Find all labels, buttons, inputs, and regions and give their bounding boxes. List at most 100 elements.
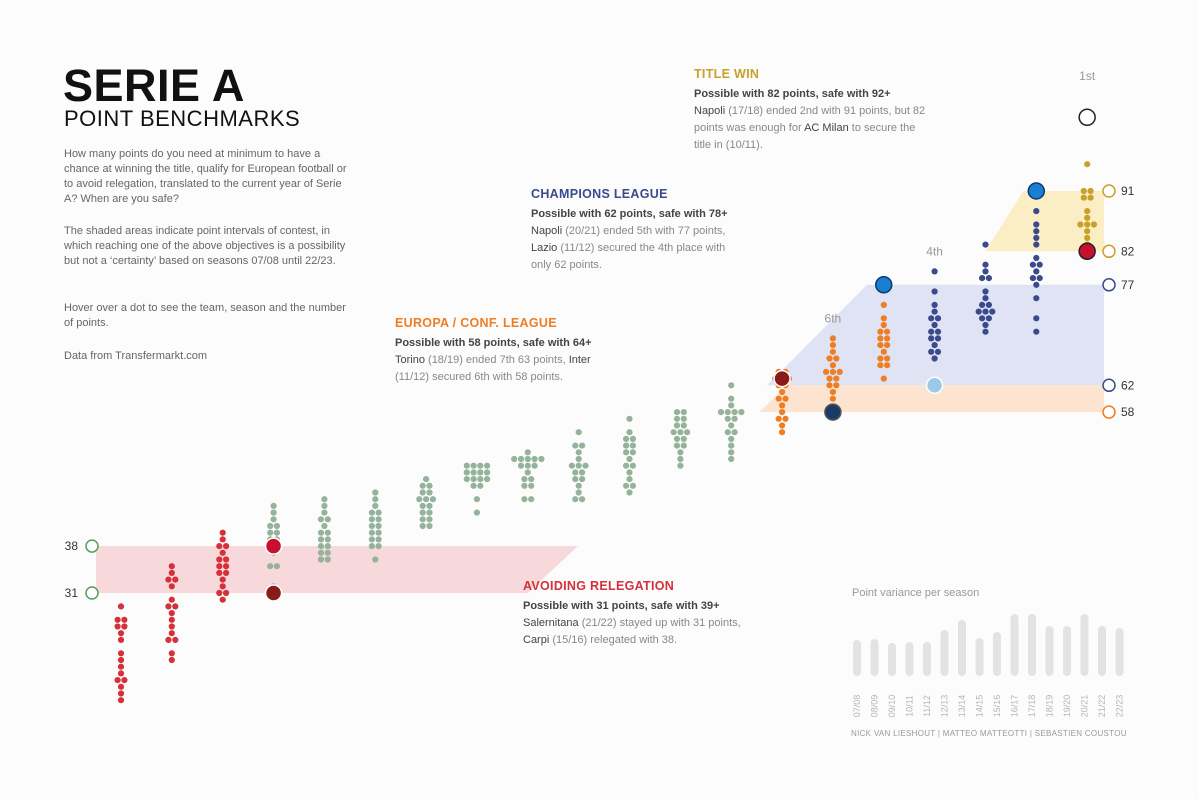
dot-pos17-pts40[interactable] xyxy=(267,529,274,536)
dot-pos17-pts42[interactable] xyxy=(270,516,277,523)
dot-pos18-pts36[interactable] xyxy=(223,556,230,563)
dot-pos16-pts39[interactable] xyxy=(317,536,325,543)
dot-pos9-pts53[interactable] xyxy=(673,442,681,449)
dot-pos3-pts72[interactable] xyxy=(979,315,986,322)
dot-pos5-pts70[interactable] xyxy=(884,328,891,335)
dot-pos8-pts55[interactable] xyxy=(724,429,731,436)
dot-pos13-pts50[interactable] xyxy=(477,462,484,469)
dot-pos14-pts45[interactable] xyxy=(416,496,423,503)
dot-pos13-pts50[interactable] xyxy=(470,462,477,469)
dot-pos4-pts70[interactable] xyxy=(928,328,935,335)
dot-pos8-pts54[interactable] xyxy=(728,435,735,442)
dot-pos18-pts34[interactable] xyxy=(223,569,230,577)
dot-pos8-pts57[interactable] xyxy=(731,415,738,422)
dot-pos16-pts40[interactable] xyxy=(317,529,325,536)
dot-pos10-pts47[interactable] xyxy=(629,482,637,489)
dot-pos1-pts85[interactable] xyxy=(1084,228,1091,235)
dot-pos8-pts51[interactable] xyxy=(728,455,735,463)
dot-pos9-pts58[interactable] xyxy=(680,409,687,416)
dot-pos15-pts43[interactable] xyxy=(368,509,375,516)
dot-pos5-pts67[interactable] xyxy=(880,348,887,355)
dot-pos4-pts74[interactable] xyxy=(931,301,938,308)
dot-pos13-pts43[interactable] xyxy=(473,509,480,516)
dot-pos3-pts80[interactable] xyxy=(982,261,989,268)
dot-pos14-pts45[interactable] xyxy=(429,496,436,503)
dot-pos6-pts69[interactable] xyxy=(829,335,837,342)
dot-pos17-pts44[interactable] xyxy=(270,502,277,509)
dot-pos2-pts77[interactable] xyxy=(1033,281,1040,288)
dot-pos13-pts48[interactable] xyxy=(477,476,484,483)
dot-pos6-pts63[interactable] xyxy=(826,375,833,382)
dot-pos14-pts43[interactable] xyxy=(419,509,426,516)
dot-pos11-pts55[interactable] xyxy=(575,429,582,436)
dot-pos14-pts44[interactable] xyxy=(426,502,433,509)
dot-pos19-pts29[interactable] xyxy=(165,603,172,610)
dot-pos6-pts61[interactable] xyxy=(829,388,837,396)
dot-pos2-pts83[interactable] xyxy=(1033,241,1040,248)
dot-pos8-pts52[interactable] xyxy=(728,449,735,456)
dot-pos13-pts47[interactable] xyxy=(477,482,484,489)
dot-pos12-pts45[interactable] xyxy=(528,496,535,503)
dot-pos7-pts60[interactable] xyxy=(782,395,789,402)
dot-pos10-pts51[interactable] xyxy=(626,455,633,463)
dot-pos12-pts48[interactable] xyxy=(528,476,535,483)
dot-pos19-pts32[interactable] xyxy=(168,583,175,590)
dot-pos11-pts50[interactable] xyxy=(568,462,576,469)
dot-pos8-pts55[interactable] xyxy=(731,429,738,436)
dot-pos19-pts34[interactable] xyxy=(168,569,175,577)
dot-pos6-pts65[interactable] xyxy=(829,362,837,369)
dot-pos19-pts29[interactable] xyxy=(172,603,179,610)
dot-pos7-pts58[interactable] xyxy=(779,409,786,416)
dot-pos14-pts47[interactable] xyxy=(426,482,433,489)
dot-pos15-pts42[interactable] xyxy=(375,516,382,523)
dot-pos3-pts78[interactable] xyxy=(985,275,993,282)
dot-pos10-pts55[interactable] xyxy=(626,429,633,436)
dot-pos17-pts41[interactable] xyxy=(267,522,274,530)
dot-pos15-pts44[interactable] xyxy=(372,502,379,509)
dot-pos14-pts46[interactable] xyxy=(426,489,433,496)
dot-pos1-pts86[interactable] xyxy=(1090,221,1098,228)
dot-pos17-pts35[interactable] xyxy=(273,563,280,570)
dot-pos16-pts36[interactable] xyxy=(324,556,331,563)
dot-pos18-pts32[interactable] xyxy=(219,583,226,590)
dot-pos14-pts41[interactable] xyxy=(419,522,426,530)
dot-pos8-pts60[interactable] xyxy=(728,395,735,402)
dot-pos18-pts35[interactable] xyxy=(223,563,230,570)
dot-pos20-pts15[interactable] xyxy=(117,697,125,704)
dot-pos15-pts41[interactable] xyxy=(368,522,375,530)
dot-pos20-pts18[interactable] xyxy=(114,677,121,684)
dot-pos1-pts88[interactable] xyxy=(1084,208,1091,215)
dot-pos20-pts26[interactable] xyxy=(114,623,121,630)
dot-pos11-pts51[interactable] xyxy=(575,455,582,463)
dot-pos9-pts56[interactable] xyxy=(680,422,687,429)
dot-pos7-pts57[interactable] xyxy=(775,415,782,422)
dot-pos3-pts74[interactable] xyxy=(979,301,986,308)
dot-pos2-pts79[interactable] xyxy=(1033,268,1040,275)
dot-pos19-pts33[interactable] xyxy=(165,576,172,583)
dot-pos14-pts42[interactable] xyxy=(419,516,426,523)
dot-pos20-pts29[interactable] xyxy=(117,603,125,610)
dot-pos9-pts53[interactable] xyxy=(680,442,687,449)
dot-pos1-pts91[interactable] xyxy=(1087,187,1094,195)
dot-pos9-pts58[interactable] xyxy=(673,409,681,416)
dot-pos8-pts57[interactable] xyxy=(724,415,731,422)
dot-pos6-pts68[interactable] xyxy=(829,342,837,349)
dot-pos6-pts67[interactable] xyxy=(829,348,837,355)
dot-pos4-pts69[interactable] xyxy=(934,335,942,342)
dot-pos16-pts37[interactable] xyxy=(317,549,325,556)
dot-pos6-pts66[interactable] xyxy=(833,355,840,362)
dot-pos20-pts17[interactable] xyxy=(117,683,125,690)
dot-pos7-pts55[interactable] xyxy=(779,429,786,436)
dot-pos3-pts76[interactable] xyxy=(982,288,989,295)
dot-pos5-pts69[interactable] xyxy=(877,335,884,342)
dot-pos15-pts36[interactable] xyxy=(372,556,379,563)
dot-pos6-pts62[interactable] xyxy=(833,382,840,389)
dot-pos3-pts70[interactable] xyxy=(982,328,989,335)
dot-pos18-pts38[interactable] xyxy=(216,543,223,550)
dot-pos14-pts48[interactable] xyxy=(423,476,430,483)
dot-pos15-pts45[interactable] xyxy=(372,496,379,503)
dot-pos19-pts30[interactable] xyxy=(168,596,175,603)
dot-pos11-pts50[interactable] xyxy=(575,462,582,469)
dot-pos16-pts37[interactable] xyxy=(324,549,331,556)
dot-pos17-pts43[interactable] xyxy=(270,509,277,516)
